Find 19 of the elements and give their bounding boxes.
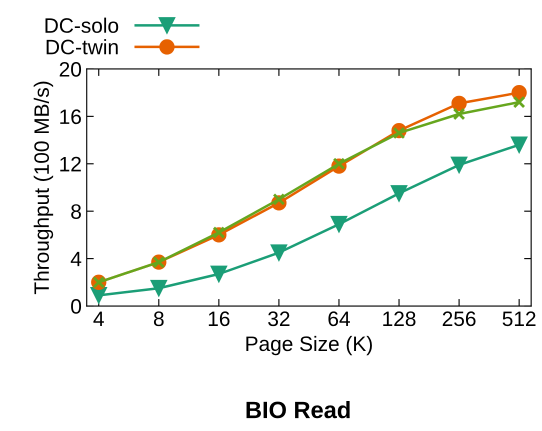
x-tick-label: 64 (328, 311, 350, 326)
y-axis-title: Throughput (100 MB/s) (34, 82, 54, 294)
x-tick-label: 512 (502, 311, 536, 326)
y-tick-label: 12 (60, 156, 81, 172)
y-tick-label: 16 (60, 109, 81, 124)
text: BIO Read (246, 400, 350, 418)
y-tick-label: 4 (70, 252, 82, 266)
y-tick-label: 20 (60, 62, 82, 77)
x-tick-label: 4 (93, 312, 104, 326)
x-tick-label: 32 (268, 311, 290, 326)
legend-label: DC-solo (46, 18, 118, 33)
y-tick-label: 8 (71, 204, 81, 219)
y-tick-label: 0 (71, 299, 82, 314)
x-tick-label: 256 (442, 311, 476, 326)
x-axis-title: Page Size (K) (246, 336, 372, 356)
x-tick-label: 128 (383, 311, 416, 326)
x-tick-label: 8 (154, 311, 164, 326)
x-tick-label: 16 (208, 311, 230, 326)
legend-label: DC-twin (46, 39, 118, 54)
